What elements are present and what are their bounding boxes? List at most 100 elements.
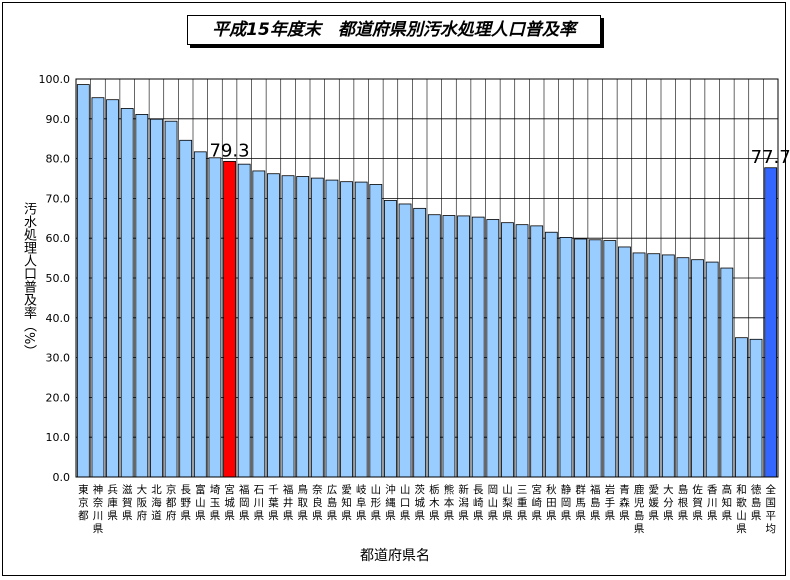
x-tick-label: 県 [385, 510, 396, 522]
x-tick-label: 平 [765, 510, 776, 522]
bar [691, 259, 704, 478]
y-tick-label: 40.0 [46, 312, 71, 325]
x-tick-label: 都 [166, 497, 177, 509]
x-tick-label: 島 [327, 496, 338, 509]
x-tick-label: 形 [371, 497, 382, 509]
x-tick-label: 県 [371, 510, 382, 522]
x-tick-label: 県 [663, 510, 674, 522]
x-tick-label: 県 [400, 510, 411, 522]
x-tick-label: 重 [517, 496, 528, 509]
x-tick-label: 川 [93, 510, 104, 522]
bar [442, 215, 456, 478]
bar [705, 261, 719, 478]
x-tick-label: 山 [502, 484, 513, 496]
bar [735, 337, 748, 478]
x-tick-label: 県 [605, 510, 616, 522]
bar [661, 254, 675, 478]
bar [632, 252, 646, 478]
x-tick-label: 県 [502, 510, 513, 522]
x-tick-label: 県 [180, 510, 191, 522]
x-tick-label: 香 [707, 484, 718, 496]
x-tick-label: 岡 [239, 497, 250, 509]
x-tick-label: 兵 [107, 483, 118, 496]
x-tick-label: 知 [722, 496, 733, 509]
x-tick-label: 県 [312, 510, 323, 522]
x-tick-label: 宮 [224, 483, 235, 496]
x-tick-label: 岩 [605, 483, 616, 496]
x-tick-label: 滋 [122, 483, 133, 496]
x-tick-label: 潟 [458, 496, 469, 509]
x-tick-label: 和 [736, 484, 747, 496]
x-tick-label: 鹿 [634, 483, 645, 496]
x-tick-label: 千 [268, 484, 279, 496]
bar [618, 246, 631, 478]
bar [515, 224, 529, 478]
y-tick-label: 70.0 [46, 192, 71, 205]
bar [544, 231, 558, 478]
x-tick-label: 川 [254, 497, 265, 509]
x-tick-label: 静 [561, 483, 572, 496]
x-tick-label: 山 [736, 510, 747, 522]
x-tick-label: 島 [590, 496, 601, 509]
x-tick-label: 県 [93, 523, 104, 535]
x-tick-label: 山 [195, 497, 206, 509]
x-tick-label: 県 [678, 510, 689, 522]
x-tick-label: 手 [605, 496, 616, 509]
bar [384, 199, 397, 478]
x-tick-label: 木 [429, 497, 440, 509]
x-tick-label: 福 [590, 483, 601, 496]
x-tick-label: 奈 [93, 496, 104, 509]
x-tick-label: 県 [195, 510, 206, 522]
x-tick-label: 井 [283, 496, 294, 509]
bar [749, 338, 763, 478]
x-tick-label: 熊 [444, 483, 455, 496]
x-tick-label: 神 [93, 483, 104, 496]
x-tick-label: 県 [122, 510, 133, 522]
bar [76, 84, 90, 478]
x-tick-label: 根 [678, 496, 689, 509]
bar [603, 240, 617, 478]
x-tick-label: 栃 [429, 483, 440, 496]
bar [486, 219, 500, 478]
bar [501, 222, 514, 478]
x-tick-label: 県 [531, 510, 542, 522]
x-tick-label: 県 [575, 510, 586, 522]
x-tick-label: 鳥 [297, 483, 308, 496]
x-tick-label: 高 [722, 483, 733, 496]
bar [471, 216, 485, 478]
x-tick-label: 崎 [473, 496, 484, 509]
x-tick-label: 県 [634, 523, 645, 535]
x-tick-label: 県 [517, 510, 528, 522]
x-tick-label: 県 [619, 510, 630, 522]
x-tick-label: 阪 [137, 496, 148, 509]
y-tick-label: 20.0 [46, 391, 71, 404]
bar [164, 120, 178, 478]
chart-title: 平成15年度末 都道府県別汚水処理人口普及率 [187, 15, 601, 45]
x-tick-label: 青 [619, 483, 630, 496]
x-tick-label: 県 [751, 510, 762, 522]
x-tick-label: 県 [488, 510, 499, 522]
x-tick-label: 川 [707, 497, 718, 509]
x-tick-label: 道 [151, 509, 162, 522]
x-tick-label: 児 [634, 497, 645, 509]
x-tick-label: 秋 [546, 483, 557, 496]
bar [193, 151, 207, 478]
bar [530, 225, 544, 478]
bar [296, 176, 310, 478]
x-tick-label: 県 [458, 510, 469, 522]
x-tick-label: 全 [765, 483, 776, 496]
y-tick-label: 60.0 [46, 232, 71, 245]
x-tick-label: 岡 [561, 497, 572, 509]
y-tick-label: 10.0 [46, 431, 71, 444]
bar [574, 238, 587, 478]
x-tick-label: 島 [751, 496, 762, 509]
x-tick-label: 県 [210, 510, 221, 522]
x-tick-label: 府 [166, 509, 177, 522]
x-tick-label: 均 [765, 523, 776, 535]
x-tick-label: 県 [254, 510, 265, 522]
x-tick-label: 森 [619, 496, 630, 509]
x-tick-label: 良 [312, 496, 323, 509]
x-tick-label: 県 [590, 510, 601, 522]
bar [91, 97, 105, 478]
bar [457, 215, 470, 478]
